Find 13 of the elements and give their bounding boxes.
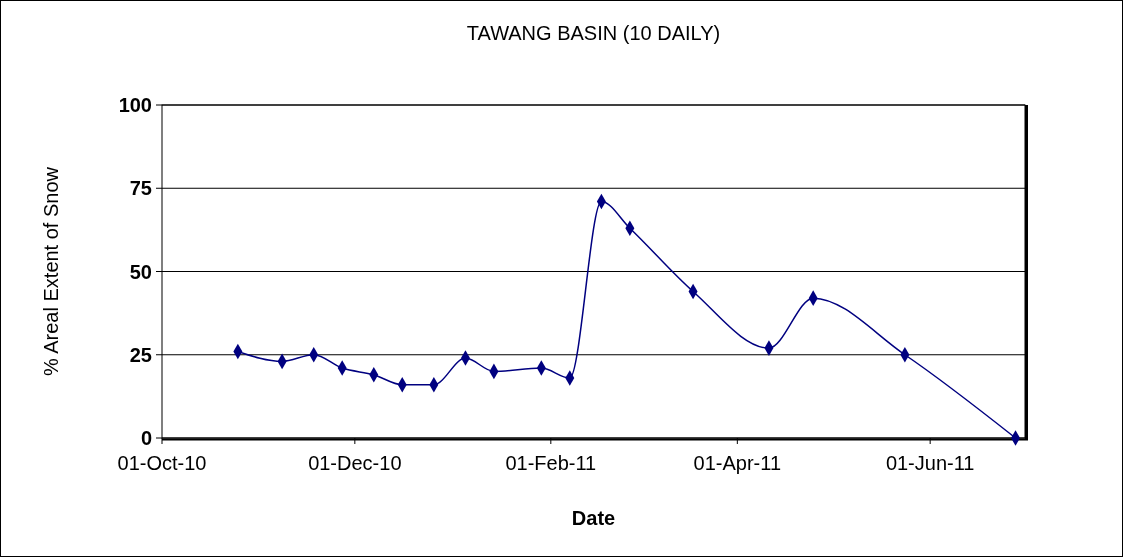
x-tick-label: 01-Oct-10 (117, 452, 207, 474)
chart-title: TAWANG BASIN (10 DAILY) (466, 22, 721, 44)
y-axis-title: % Areal Extent of Snow (40, 166, 62, 377)
x-tick-label: 01-Jun-11 (885, 452, 975, 474)
y-tick-label: 0 (140, 427, 152, 449)
y-tick-label: 100 (118, 94, 152, 116)
y-tick-label: 50 (129, 260, 152, 283)
y-tick-label: 75 (129, 177, 152, 200)
x-tick-label: 01-Apr-11 (693, 452, 782, 474)
y-tick-label: 25 (129, 343, 152, 366)
x-axis-title: Date (571, 507, 616, 529)
x-tick-label: 01-Dec-10 (308, 452, 402, 474)
x-tick-label: 01-Feb-11 (505, 452, 597, 474)
